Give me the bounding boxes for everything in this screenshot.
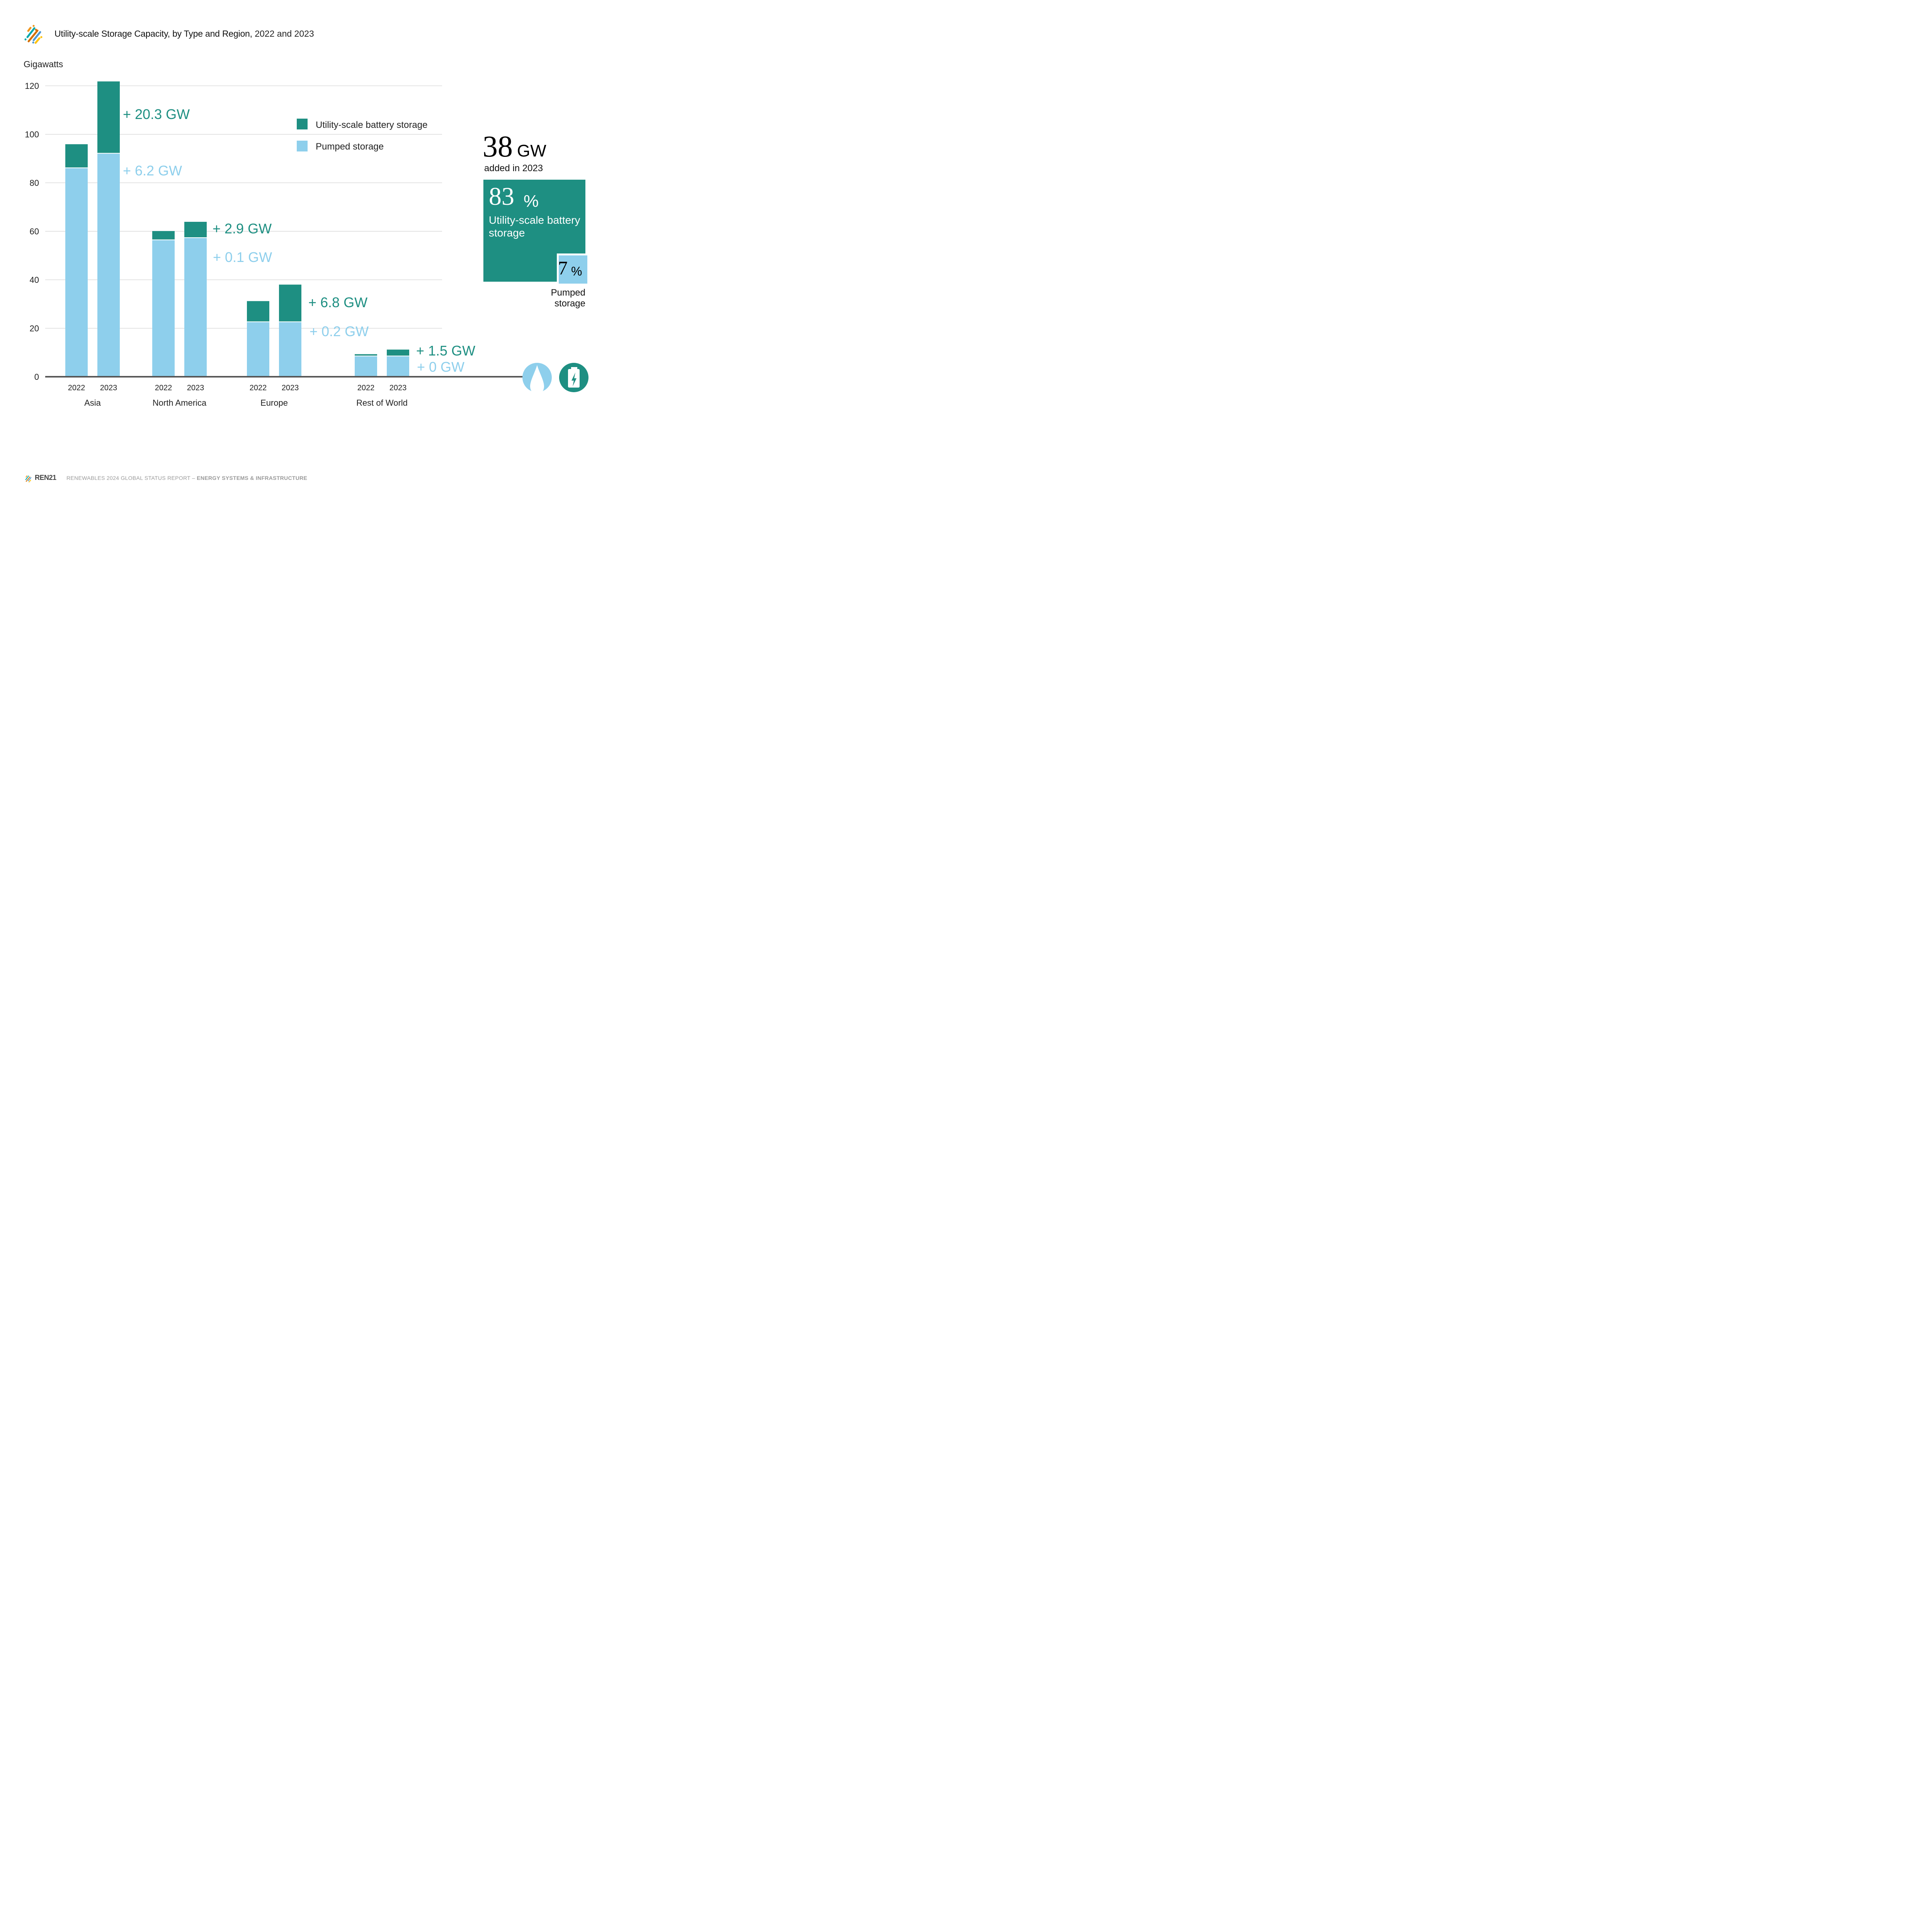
bar-annotation: + 0.1 GW xyxy=(213,249,272,265)
bar-battery-storage xyxy=(279,284,301,321)
y-tick-label: 0 xyxy=(34,372,39,382)
pumped-share-percent-symbol: % xyxy=(571,264,582,278)
chart-title: Utility-scale Storage Capacity, by Type … xyxy=(54,29,314,39)
bar-annotation: + 20.3 GW xyxy=(123,106,190,122)
x-tick-label-year: 2023 xyxy=(389,384,407,392)
x-tick-label-year: 2023 xyxy=(100,384,117,392)
x-group-label: Europe xyxy=(260,398,288,408)
pumped-share-label: Pumped storage xyxy=(533,287,585,309)
y-tick-label: 40 xyxy=(30,275,39,285)
bar-battery-storage xyxy=(247,301,269,321)
y-axis-ticks: 0 20 40 60 80 100 120 xyxy=(25,81,39,382)
x-tick-label-year: 2022 xyxy=(155,384,172,392)
footer-report: RENEWABLES 2024 GLOBAL STATUS REPORT – xyxy=(66,475,195,481)
bar-pumped-storage xyxy=(97,153,120,377)
x-tick-label-year: 2023 xyxy=(282,384,299,392)
battery-share-label: Utility-scale battery storage xyxy=(489,214,580,239)
x-group-label: North America xyxy=(153,398,207,408)
battery-share-percent: 83 xyxy=(489,182,514,211)
x-axis-labels: 2022 2023 2022 2023 2022 2023 2022 2023 Asia Nort… xyxy=(68,384,408,408)
x-tick-label-year: 2022 xyxy=(250,384,267,392)
pumped-share-percent: 7 xyxy=(558,257,568,279)
total-added-caption: added in 2023 xyxy=(484,163,543,173)
bar-pumped-storage xyxy=(279,322,301,377)
y-tick-label: 60 xyxy=(30,227,39,236)
y-tick-label: 80 xyxy=(30,178,39,188)
chart-title-years: 2022 and 2023 xyxy=(255,29,314,39)
ren21-logo-icon xyxy=(24,25,43,44)
bar-pumped-storage xyxy=(184,238,207,377)
bar-annotation: + 6.2 GW xyxy=(123,163,182,179)
y-tick-label: 120 xyxy=(25,81,39,91)
legend-label-pumped: Pumped storage xyxy=(316,141,384,152)
pumped-label-line1: Pumped xyxy=(551,287,585,298)
x-group-label: Asia xyxy=(84,398,101,408)
y-tick-label: 20 xyxy=(30,324,39,333)
bar-battery-storage xyxy=(65,144,88,168)
bar-annotation: + 6.8 GW xyxy=(308,294,367,310)
y-axis-label: Gigawatts xyxy=(24,59,63,69)
footer-ren21-logo-icon xyxy=(25,475,32,483)
legend-swatch-pumped xyxy=(297,141,308,151)
total-added-number: 38 xyxy=(483,129,513,163)
pumped-share-box xyxy=(557,253,587,284)
bar-pumped-storage xyxy=(152,240,175,377)
bar-annotation: + 1.5 GW xyxy=(416,343,475,359)
annotations: + 20.3 GW + 6.2 GW + 2.9 GW + 0.1 GW + 6.8 G… xyxy=(123,106,475,375)
x-group-label: Rest of World xyxy=(356,398,408,408)
bar-pumped-storage xyxy=(247,322,269,377)
stacked-bar-chart: 0 20 40 60 80 100 120 + 20.3 GW + 6.2 GW + 2.9 G… xyxy=(25,81,588,408)
bar-pumped-storage xyxy=(65,168,88,377)
battery-charging-icon xyxy=(559,363,588,392)
bar-pumped-storage xyxy=(387,356,409,377)
footer-brand: REN21 xyxy=(35,474,56,481)
x-tick-label-year: 2022 xyxy=(68,384,85,392)
bar-battery-storage xyxy=(387,349,409,356)
water-drop-icon xyxy=(522,363,552,394)
pumped-label-line2: storage xyxy=(554,298,585,309)
bar-battery-storage xyxy=(355,354,377,356)
battery-share-percent-symbol: % xyxy=(524,192,539,211)
total-added-unit: GW xyxy=(517,141,546,160)
legend-swatch-battery xyxy=(297,119,308,129)
chart-title-main: Utility-scale Storage Capacity, by Type … xyxy=(54,29,252,39)
x-tick-label-year: 2022 xyxy=(357,384,375,392)
legend: Utility-scale battery storage Pumped sto… xyxy=(297,119,427,152)
bar-battery-storage xyxy=(184,222,207,238)
bar-battery-storage xyxy=(97,81,120,153)
bar-pumped-storage xyxy=(355,356,377,377)
bar-battery-storage xyxy=(152,231,175,240)
footer-section: ENERGY SYSTEMS & INFRASTRUCTURE xyxy=(197,475,308,481)
bars xyxy=(65,81,409,377)
legend-label-battery: Utility-scale battery storage xyxy=(316,120,427,130)
bar-annotation: + 2.9 GW xyxy=(213,221,272,236)
bar-annotation: + 0 GW xyxy=(417,359,464,375)
x-tick-label-year: 2023 xyxy=(187,384,204,392)
bar-annotation: + 0.2 GW xyxy=(310,323,369,339)
y-tick-label: 100 xyxy=(25,130,39,139)
footer-report-title: RENEWABLES 2024 GLOBAL STATUS REPORT – E… xyxy=(66,475,307,481)
